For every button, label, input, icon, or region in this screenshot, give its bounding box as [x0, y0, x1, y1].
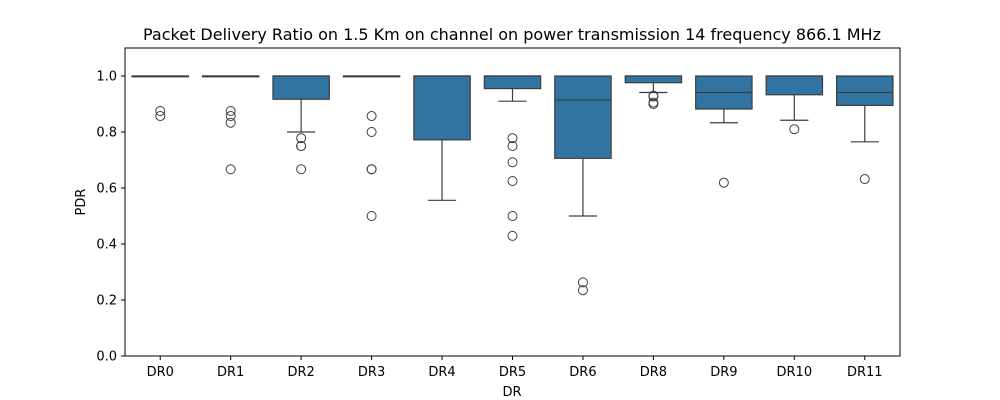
- box: [413, 75, 471, 141]
- x-tick-label: DR3: [358, 365, 385, 380]
- outlier-point: [507, 133, 518, 144]
- x-tick-label: DR1: [217, 365, 244, 380]
- outlier-point: [507, 230, 518, 241]
- y-tick-label: 0.2: [96, 294, 117, 309]
- plot-area: 0.0 0.2 0.4 0.6 0.8 1.0 DR0 DR1 DR2 DR3 DR4 DR5 DR6 D…: [96, 47, 901, 380]
- outlier-point: [296, 133, 307, 144]
- outlier-point: [507, 157, 518, 168]
- y-tick-label: 0.0: [96, 350, 117, 365]
- x-tick-label: DR11: [847, 365, 883, 380]
- outlier-point: [789, 124, 800, 135]
- outlier-point: [225, 164, 236, 175]
- x-tick-label: DR2: [287, 365, 314, 380]
- outlier-point: [507, 211, 518, 221]
- outlier-point: [577, 277, 588, 288]
- x-tick-label: DR6: [569, 365, 596, 380]
- outlier-point: [296, 164, 307, 175]
- box: [765, 75, 824, 96]
- y-tick-label: 1.0: [96, 70, 117, 85]
- outlier-point: [366, 111, 377, 122]
- outlier-point: [155, 111, 166, 122]
- box: [272, 75, 330, 100]
- outlier-point: [155, 106, 166, 116]
- chart-title: Packet Delivery Ratio on 1.5 Km on chann…: [143, 25, 881, 44]
- outlier-point: [648, 99, 659, 109]
- x-axis-label: DR: [502, 385, 521, 400]
- outlier-point: [225, 111, 236, 122]
- x-tick-label: DR5: [499, 365, 526, 380]
- outlier-point: [296, 141, 307, 151]
- plot-frame: [124, 47, 901, 357]
- outlier-point: [225, 106, 236, 116]
- box: [483, 75, 542, 90]
- outlier-point: [366, 164, 377, 175]
- outlier-point: [507, 141, 518, 151]
- outlier-point: [859, 174, 870, 185]
- outlier-point: [507, 176, 518, 186]
- y-tick-label: 0.8: [96, 126, 117, 141]
- y-tick-label: 0.6: [96, 182, 117, 197]
- x-tick-label: DR9: [710, 365, 737, 380]
- box: [835, 75, 894, 106]
- x-tick-label: DR8: [640, 365, 667, 380]
- box: [554, 75, 612, 159]
- box: [624, 75, 683, 84]
- x-tick-label: DR4: [428, 365, 455, 380]
- outlier-point: [648, 91, 659, 102]
- x-tick-label: DR0: [147, 365, 174, 380]
- outlier-point: [366, 211, 377, 221]
- x-tick-label: DR10: [777, 365, 813, 380]
- outlier-point: [366, 127, 377, 137]
- y-tick-label: 0.4: [96, 238, 117, 253]
- outlier-point: [225, 117, 236, 128]
- outlier-point: [718, 177, 729, 188]
- y-axis-label: PDR: [74, 189, 89, 216]
- outlier-point: [577, 285, 588, 296]
